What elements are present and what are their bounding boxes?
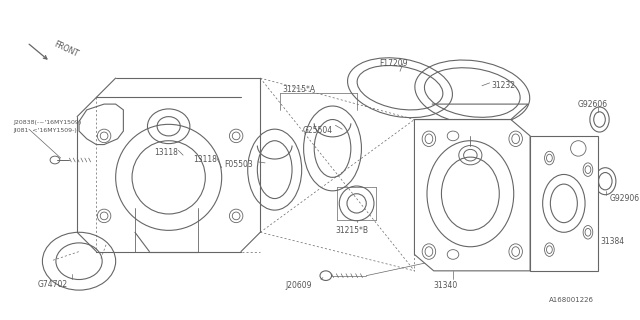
Text: F17209: F17209 — [379, 59, 408, 68]
Text: 31215*A: 31215*A — [282, 85, 316, 94]
Text: 13118: 13118 — [154, 148, 178, 157]
Polygon shape — [415, 119, 530, 271]
Text: F05503: F05503 — [225, 160, 253, 169]
Text: A168001226: A168001226 — [549, 297, 595, 303]
Text: J20838(-~'16MY1509): J20838(-~'16MY1509) — [13, 119, 82, 124]
Text: G92906: G92906 — [610, 194, 640, 203]
Text: 31340: 31340 — [433, 282, 458, 291]
Text: 31232: 31232 — [492, 81, 516, 90]
Text: G25504: G25504 — [303, 126, 333, 135]
Text: JI081  <'16MY1509-): JI081 <'16MY1509-) — [13, 128, 77, 133]
Text: 31215*B: 31215*B — [335, 226, 368, 235]
Text: G92606: G92606 — [578, 100, 608, 109]
Text: G74702: G74702 — [38, 281, 68, 290]
Polygon shape — [530, 136, 598, 271]
Text: J20609: J20609 — [285, 282, 312, 291]
Text: 31384: 31384 — [600, 237, 625, 246]
Text: FRONT: FRONT — [52, 40, 79, 59]
Text: 13118: 13118 — [193, 155, 217, 164]
